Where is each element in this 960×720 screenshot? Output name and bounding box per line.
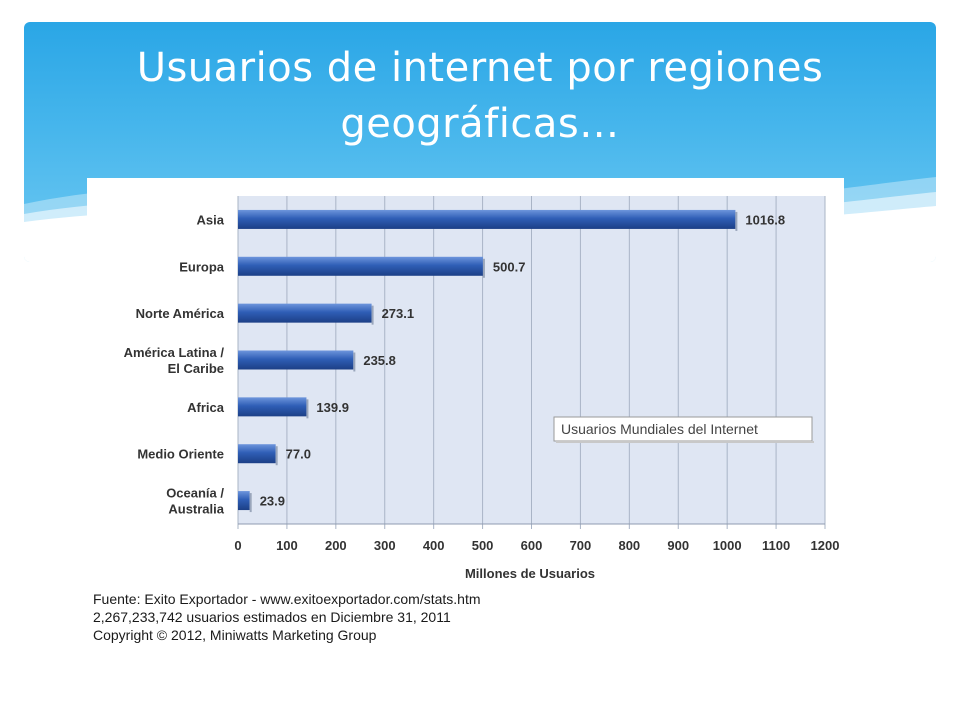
category-label: América Latina / [124, 345, 225, 360]
bar-6 [238, 491, 250, 511]
category-label: Africa [187, 400, 225, 415]
x-tick-label: 1200 [811, 538, 840, 553]
value-label: 500.7 [493, 259, 526, 274]
x-tick-labels: 0 100 200 300 400 500 600 700 800 900 1000 1100 1200 [234, 538, 839, 553]
source-note: Fuente: Exito Exportador - www.exitoexpo… [93, 590, 481, 644]
x-tick-label: 0 [234, 538, 241, 553]
category-label: El Caribe [168, 361, 224, 376]
bar-2 [238, 303, 372, 323]
value-labels: 1016.8 500.7 273.1 235.8 139.9 77.0 23.9 [260, 212, 785, 508]
bar-shadow-6 [249, 493, 252, 513]
source-line-1: Fuente: Exito Exportador - www.exitoexpo… [93, 591, 481, 607]
slide-title-line-1: Usuarios de internet por regiones [136, 45, 824, 91]
value-label: 23.9 [260, 494, 285, 509]
value-label: 235.8 [363, 353, 396, 368]
category-label: Oceanía / [166, 486, 224, 501]
x-tick-label: 600 [521, 538, 543, 553]
category-label: Australia [168, 502, 224, 517]
value-label: 273.1 [382, 306, 415, 321]
bar-shadow-5 [275, 446, 278, 466]
legend-box: Usuarios Mundiales del Internet [553, 416, 814, 443]
value-label: 77.0 [286, 447, 311, 462]
legend-text: Usuarios Mundiales del Internet [561, 421, 758, 437]
category-label: Medio Oriente [137, 447, 224, 462]
x-tick-label: 500 [472, 538, 494, 553]
category-labels: Asia Europa Norte América América Latina /E… [124, 212, 225, 516]
bar-5 [238, 444, 276, 464]
bar-1 [238, 256, 483, 276]
bar-0 [238, 209, 736, 229]
chart-panel: Asia Europa Norte América América Latina / E… [87, 178, 844, 658]
bars [238, 209, 738, 513]
slide-title: Usuarios de internet por regiones geográ… [24, 40, 936, 152]
x-tick-label: 100 [276, 538, 298, 553]
x-tick-label: 200 [325, 538, 347, 553]
category-label: Norte América [136, 306, 225, 321]
bar-shadow-1 [482, 258, 485, 278]
x-tick-label: 1000 [713, 538, 742, 553]
category-label: Asia [197, 212, 225, 227]
bar-shadow-4 [306, 399, 309, 419]
bar-shadow-3 [353, 352, 356, 372]
bar-shadow-2 [371, 305, 374, 325]
value-label: 1016.8 [745, 212, 785, 227]
source-line-2: 2,267,233,742 usuarios estimados en Dici… [93, 609, 451, 625]
x-tick-label: 700 [570, 538, 592, 553]
x-tick-label: 400 [423, 538, 445, 553]
bar-3 [238, 350, 354, 370]
bar-chart: Asia Europa Norte América América Latina /E… [124, 196, 839, 581]
slide-title-line-2: geográficas… [340, 101, 620, 147]
bar-4 [238, 397, 307, 417]
category-label: Europa [179, 259, 225, 274]
x-tick-label: 800 [618, 538, 640, 553]
x-tick-label: 900 [667, 538, 689, 553]
x-tick-label: 300 [374, 538, 396, 553]
bar-shadow-0 [735, 211, 738, 231]
x-axis-label: Millones de Usuarios [465, 566, 595, 581]
x-tick-label: 1100 [762, 538, 790, 553]
source-line-3: Copyright © 2012, Miniwatts Marketing Gr… [93, 627, 377, 643]
value-label: 139.9 [316, 400, 349, 415]
